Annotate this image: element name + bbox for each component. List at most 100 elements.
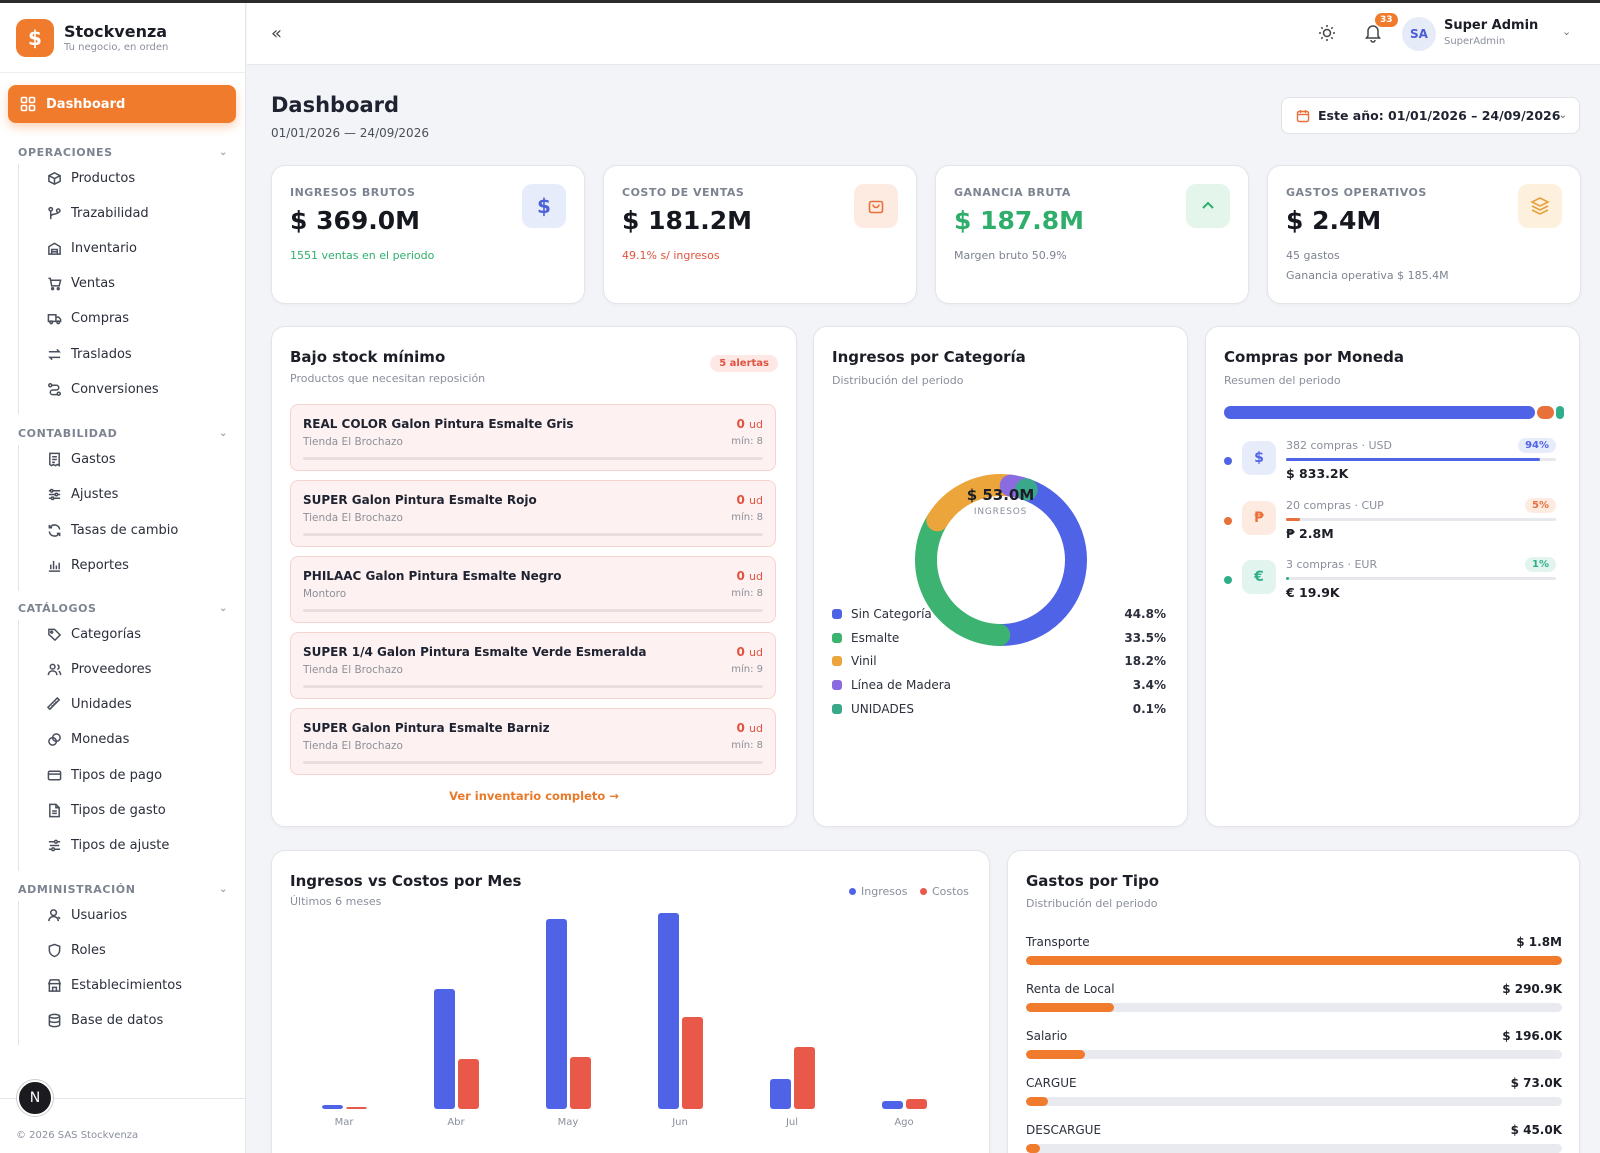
date-range-label: Este año: 01/01/2026 – 24/09/2026	[1318, 108, 1561, 123]
minimum-stock: mín: 8	[731, 588, 763, 599]
currency-share-fill	[1286, 458, 1540, 461]
bar-costos-jun[interactable]	[682, 1017, 703, 1109]
x-tick-label: Ago	[894, 1117, 913, 1128]
currency-amount: ₱ 2.8M	[1286, 525, 1334, 541]
sidebar-item-traslados[interactable]: Traslados	[46, 346, 132, 362]
low-stock-item[interactable]: SUPER Galon Pintura Esmalte Barniz Tienda…	[290, 708, 776, 775]
sidebar-item-roles[interactable]: Roles	[46, 942, 106, 958]
brand[interactable]: $ Stockvenza Tu negocio, en orden	[0, 3, 245, 73]
dollar-icon: $	[1242, 441, 1276, 475]
user-name[interactable]: Super Admin	[1444, 18, 1539, 33]
expense-bar-fill	[1026, 1097, 1048, 1106]
brand-name: Stockvenza	[64, 22, 168, 41]
sidebar-item-ventas[interactable]: Ventas	[46, 276, 115, 292]
sidebar-item-label: Usuarios	[71, 907, 128, 923]
minimum-stock: mín: 8	[731, 436, 763, 447]
chevron-down-icon[interactable]: ⌄	[219, 428, 228, 439]
currency-share-fill	[1286, 517, 1300, 521]
bar-costos-abr[interactable]	[458, 1059, 479, 1109]
currency-row[interactable]: ₱ 20 compras · CUP 5% ₱ 2.8M	[1224, 497, 1556, 556]
currency-row[interactable]: $382 compras · USD 94% $ 833.2K	[1224, 438, 1556, 496]
sidebar-item-dashboard[interactable]: Dashboard	[8, 85, 236, 123]
legend-cost: Costos	[920, 885, 969, 898]
kpi-label: GANANCIA BRUTA	[954, 186, 1071, 199]
bar-ingresos-mar[interactable]	[322, 1105, 343, 1109]
sidebar-item-base-de-datos[interactable]: Base de datos	[46, 1012, 163, 1028]
bar-ingresos-jul[interactable]	[770, 1079, 791, 1109]
currency-dot	[1224, 576, 1232, 584]
sidebar-section-operaciones[interactable]: OPERACIONES ⌄	[18, 146, 228, 159]
sidebar-section-rail	[18, 445, 19, 591]
sidebar-section-administración[interactable]: ADMINISTRACIÓN ⌄	[18, 883, 228, 896]
theme-toggle-sun-icon[interactable]	[1317, 23, 1337, 43]
donut-slice-sin-categoría[interactable]	[988, 478, 1087, 646]
bar-costos-mar[interactable]	[346, 1107, 367, 1109]
sidebar-item-tipos-de-ajuste[interactable]: Tipos de ajuste	[46, 838, 169, 854]
legend-income-dot	[849, 888, 856, 895]
donut-slice-esmalte[interactable]	[915, 509, 1011, 646]
currency-row[interactable]: €3 compras · EUR 1% € 19.9K	[1224, 557, 1556, 615]
chevron-down-icon[interactable]: ⌄	[219, 884, 228, 895]
bar-ingresos-jun[interactable]	[658, 913, 679, 1109]
chevron-down-icon[interactable]: ⌄	[1562, 25, 1572, 38]
chevron-down-icon[interactable]: ⌄	[219, 147, 228, 158]
view-inventory-link[interactable]: Ver inventario completo →	[449, 789, 619, 803]
sidebar-item-usuarios[interactable]: Usuarios	[46, 907, 127, 923]
bar-ingresos-abr[interactable]	[434, 989, 455, 1109]
bar-costos-ago[interactable]	[906, 1099, 927, 1109]
sidebar-section-contabilidad[interactable]: CONTABILIDAD ⌄	[18, 427, 228, 440]
low-stock-item[interactable]: REAL COLOR Galon Pintura Esmalte Gris Tie…	[290, 404, 776, 471]
sidebar-item-productos[interactable]: Productos	[46, 170, 135, 186]
sidebar-item-reportes[interactable]: Reportes	[46, 558, 129, 574]
avatar[interactable]: N	[17, 1080, 53, 1116]
sidebar-section-rail	[18, 901, 19, 1045]
bell-icon[interactable]	[1362, 21, 1384, 43]
sidebar-item-tipos-de-gasto[interactable]: Tipos de gasto	[46, 803, 166, 819]
expense-bar-fill	[1026, 956, 1562, 965]
chevron-up-icon	[1186, 184, 1230, 228]
sidebar: $ Stockvenza Tu negocio, en orden Dashbo…	[0, 3, 246, 1153]
bar-ingresos-ago[interactable]	[882, 1101, 903, 1109]
sidebar-item-tasas-de-cambio[interactable]: Tasas de cambio	[46, 522, 178, 538]
low-stock-item[interactable]: SUPER Galon Pintura Esmalte Rojo Tienda E…	[290, 480, 776, 547]
sidebar-item-label: Gastos	[71, 451, 116, 467]
bar-costos-may[interactable]	[570, 1057, 591, 1109]
sidebar-item-trazabilidad[interactable]: Trazabilidad	[46, 205, 149, 221]
sidebar-item-label: Ventas	[71, 276, 115, 292]
sidebar-item-tipos-de-pago[interactable]: Tipos de pago	[46, 767, 162, 783]
sidebar-item-categorías[interactable]: Categorías	[46, 626, 141, 642]
store-icon	[46, 977, 62, 993]
sidebar-item-conversiones[interactable]: Conversiones	[46, 381, 159, 397]
date-range-selector[interactable]: Este año: 01/01/2026 – 24/09/2026 ⌄	[1281, 97, 1580, 134]
stock-quantity: 0 ud	[736, 721, 763, 735]
low-stock-card: Bajo stock mínimo Productos que necesita…	[271, 326, 797, 827]
legend-label: Ingresos	[861, 885, 908, 898]
legend-item: Sin Categoría 44.8%	[832, 607, 1166, 621]
sidebar-item-ajustes[interactable]: Ajustes	[46, 487, 118, 503]
sidebar-section-title: CATÁLOGOS	[18, 602, 97, 615]
currency-percent-badge: 5%	[1525, 497, 1556, 513]
low-stock-item[interactable]: PHILAAC Galon Pintura Esmalte Negro Monto…	[290, 556, 776, 623]
chart-icon	[46, 558, 62, 574]
sidebar-item-compras[interactable]: Compras	[46, 311, 129, 327]
low-stock-item[interactable]: SUPER 1/4 Galon Pintura Esmalte Verde Es…	[290, 632, 776, 699]
sidebar-item-monedas[interactable]: Monedas	[46, 732, 129, 748]
bar-costos-jul[interactable]	[794, 1047, 815, 1109]
quantity-value: 0	[736, 417, 745, 431]
bar-ingresos-may[interactable]	[546, 919, 567, 1109]
sidebar-item-label: Establecimientos	[71, 977, 183, 993]
tag-icon	[46, 626, 62, 642]
sidebar-item-inventario[interactable]: Inventario	[46, 240, 137, 256]
sidebar-item-gastos[interactable]: Gastos	[46, 451, 116, 467]
collapse-sidebar-button[interactable]: «	[271, 23, 283, 44]
legend-swatch	[832, 680, 842, 691]
sidebar-item-unidades[interactable]: Unidades	[46, 697, 132, 713]
legend-swatch	[832, 703, 842, 714]
page-date-range: 01/01/2026 — 24/09/2026	[271, 126, 429, 140]
sidebar-item-proveedores[interactable]: Proveedores	[46, 661, 151, 677]
sidebar-item-establecimientos[interactable]: Establecimientos	[46, 977, 182, 993]
user-avatar[interactable]: SA	[1402, 17, 1436, 51]
chevron-down-icon[interactable]: ⌄	[219, 603, 228, 614]
alerts-badge: 5 alertas	[710, 355, 778, 372]
sidebar-section-catálogos[interactable]: CATÁLOGOS ⌄	[18, 602, 228, 615]
